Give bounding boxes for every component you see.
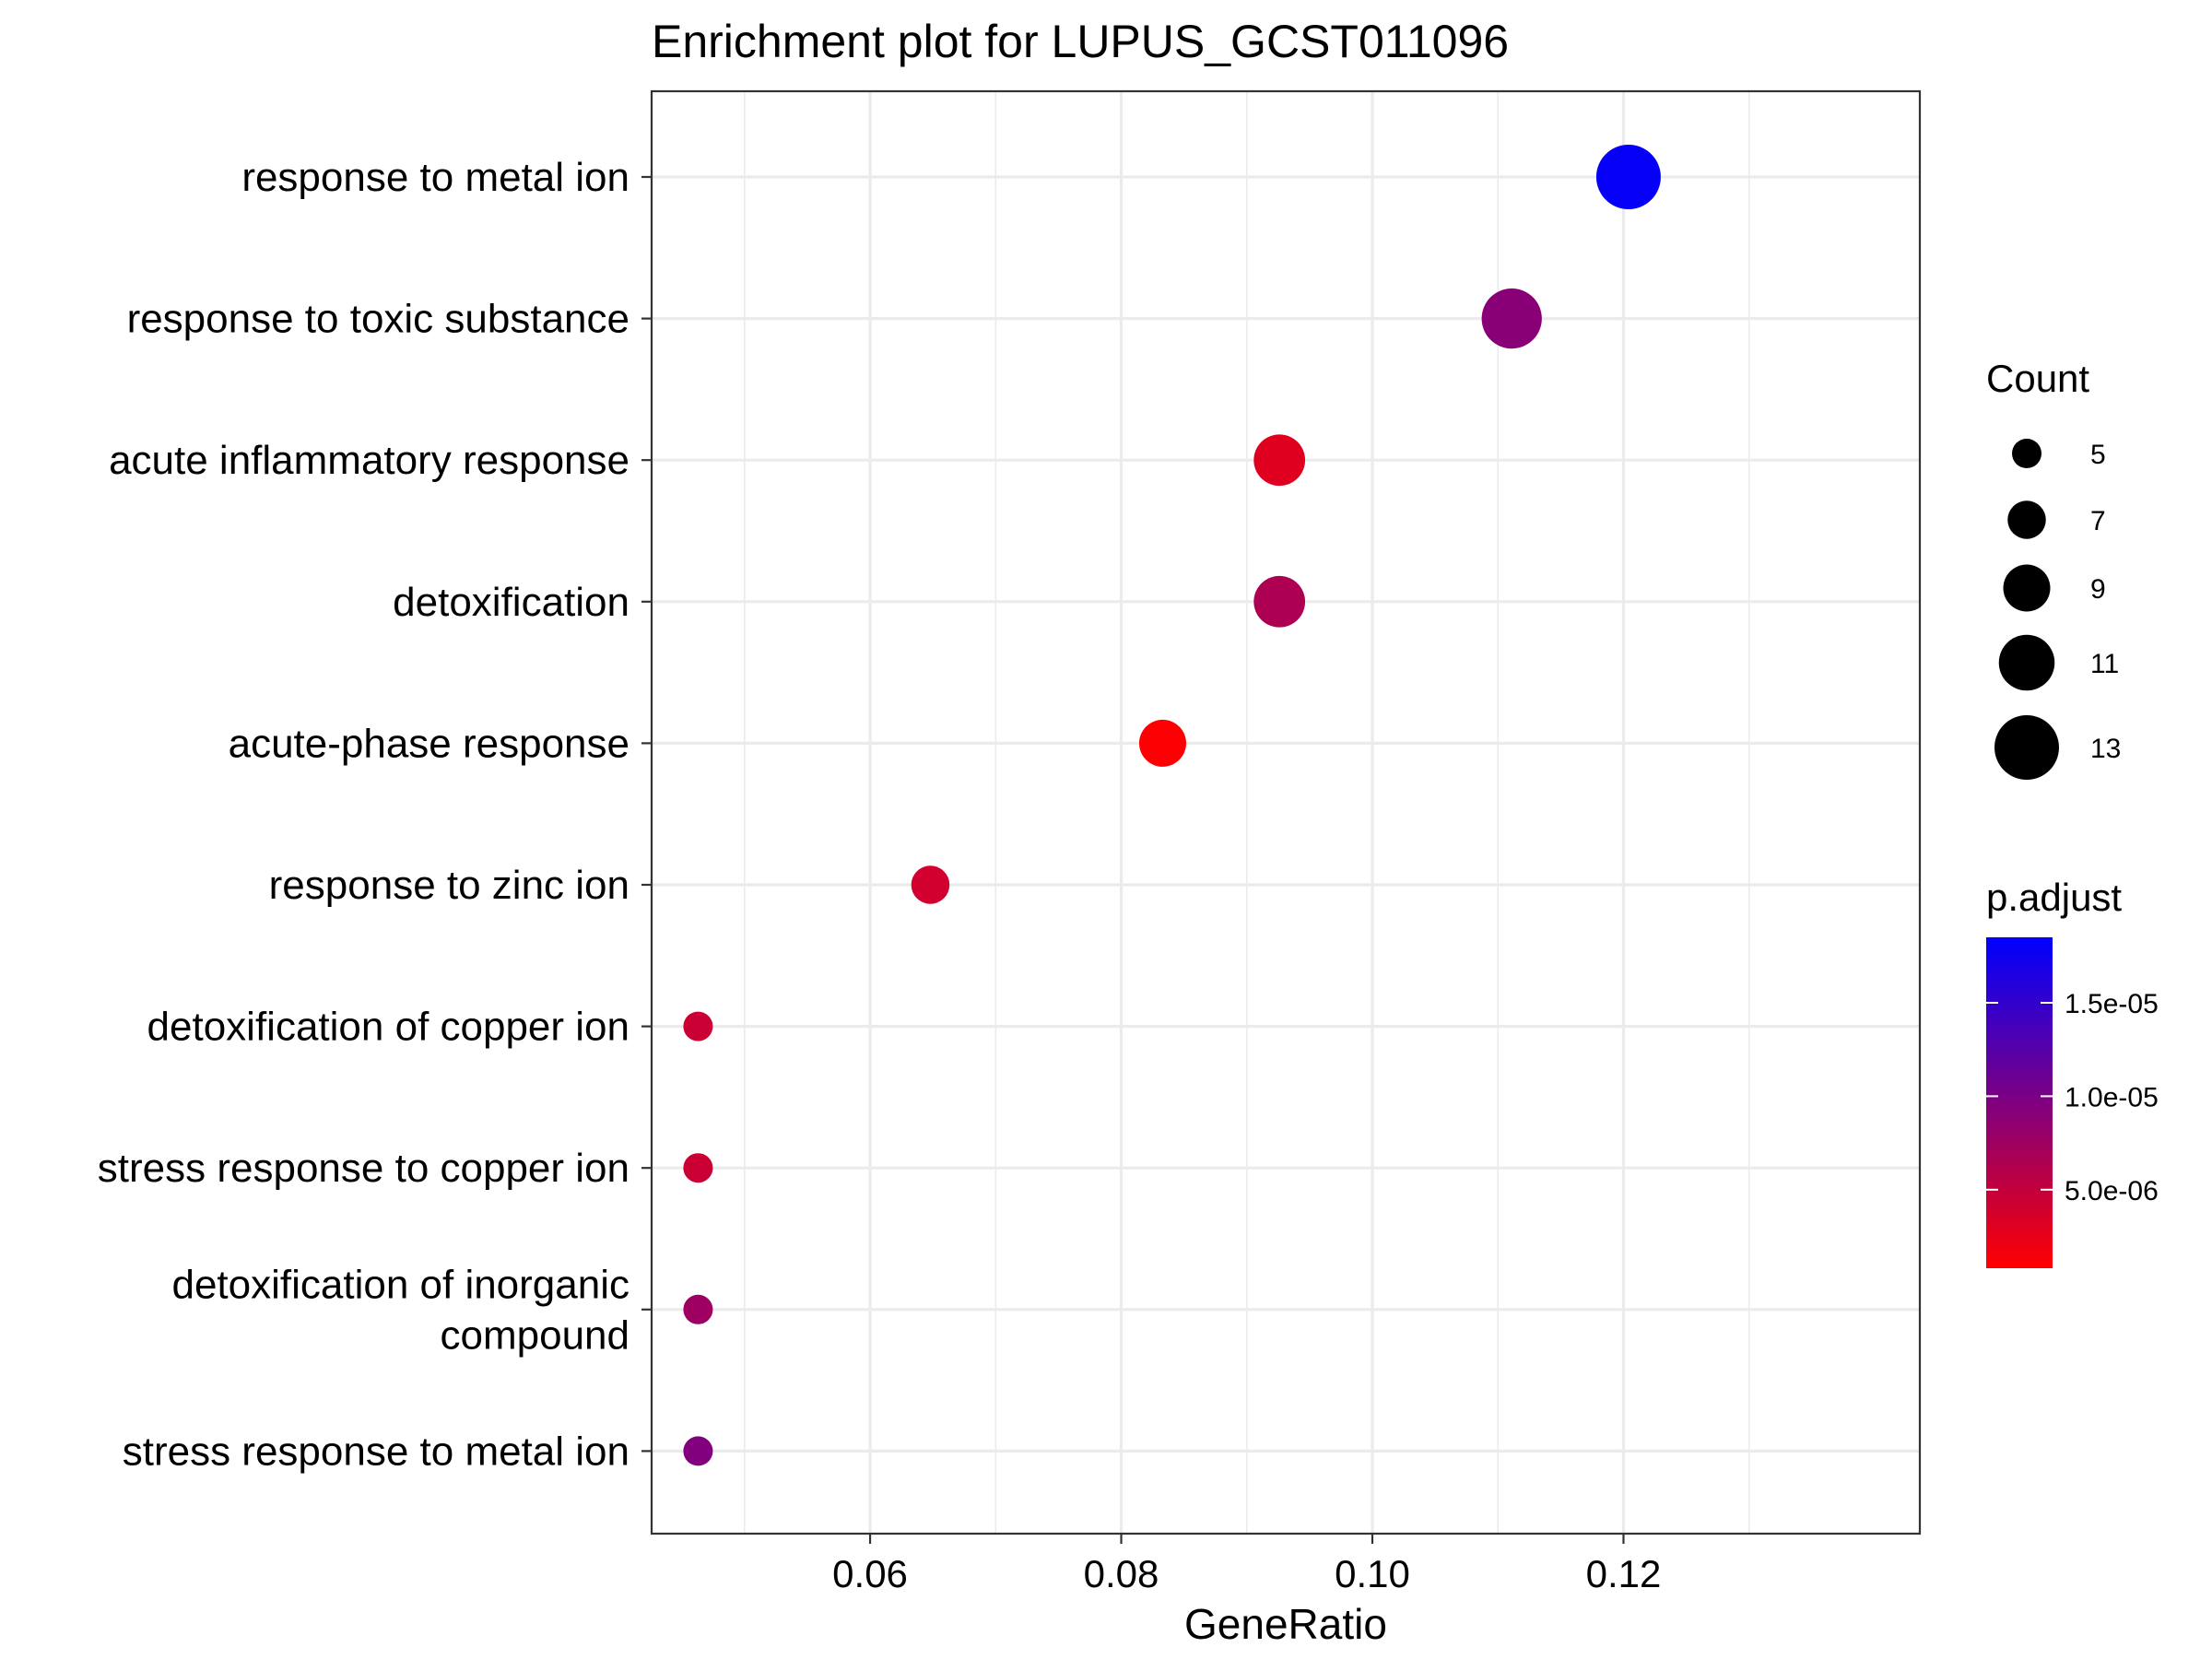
y-axis-category-label-8: detoxification of inorganic compound xyxy=(171,1262,629,1358)
y-axis-category-label-0: response to metal ion xyxy=(241,155,629,200)
x-axis-title: GeneRatio xyxy=(1184,1600,1387,1648)
color-legend-label-2: 1.5e-05 xyxy=(2065,989,2159,1019)
color-legend-bar xyxy=(1986,937,2053,1268)
y-axis-category-label-7: stress response to copper ion xyxy=(98,1146,629,1191)
size-legend-label-0: 5 xyxy=(2090,440,2106,470)
y-axis-category-label-4: acute-phase response xyxy=(229,721,629,766)
data-point-2 xyxy=(1253,434,1306,487)
data-point-9 xyxy=(683,1436,713,1466)
chart-title: Enrichment plot for LUPUS_GCST011096 xyxy=(652,16,1509,67)
y-axis-category-label-1: response to toxic substance xyxy=(127,297,629,342)
size-legend-key-0 xyxy=(2012,439,2041,468)
size-legend-key-1 xyxy=(2007,500,2046,539)
size-legend-key-4 xyxy=(1994,715,2059,780)
size-legend-label-1: 7 xyxy=(2090,506,2106,536)
y-axis-category-label-2: acute inflammatory response xyxy=(109,438,629,483)
size-legend-label-3: 11 xyxy=(2090,649,2119,679)
color-legend-title: p.adjust xyxy=(1986,876,2122,919)
data-point-7 xyxy=(683,1153,713,1183)
y-axis-category-label-6: detoxification of copper ion xyxy=(147,1005,629,1050)
y-axis-category-label-3: detoxification xyxy=(393,580,629,625)
size-legend-key-3 xyxy=(1998,634,2055,691)
data-point-1 xyxy=(1481,288,1542,349)
y-axis-category-label-5: response to zinc ion xyxy=(269,863,629,908)
size-legend-label-4: 13 xyxy=(2090,734,2121,764)
size-legend-key-2 xyxy=(2003,564,2051,612)
x-axis-tick-label-3: 0.12 xyxy=(1586,1552,1662,1595)
y-axis-category-label-9: stress response to metal ion xyxy=(123,1429,629,1474)
data-point-6 xyxy=(683,1011,713,1041)
size-legend-label-2: 9 xyxy=(2090,574,2106,605)
color-legend-label-0: 5.0e-06 xyxy=(2065,1176,2159,1206)
data-point-5 xyxy=(911,865,950,904)
data-point-4 xyxy=(1138,719,1186,767)
data-point-3 xyxy=(1253,575,1306,628)
data-point-8 xyxy=(683,1294,713,1324)
plot-panel-border xyxy=(650,89,1922,1535)
x-axis-tick-label-0: 0.06 xyxy=(832,1552,908,1595)
data-point-0 xyxy=(1595,145,1661,209)
x-axis-tick-label-1: 0.08 xyxy=(1084,1552,1159,1595)
size-legend-title: Count xyxy=(1986,357,2089,400)
color-legend-label-1: 1.0e-05 xyxy=(2065,1082,2159,1112)
x-axis-tick-label-2: 0.10 xyxy=(1335,1552,1410,1595)
